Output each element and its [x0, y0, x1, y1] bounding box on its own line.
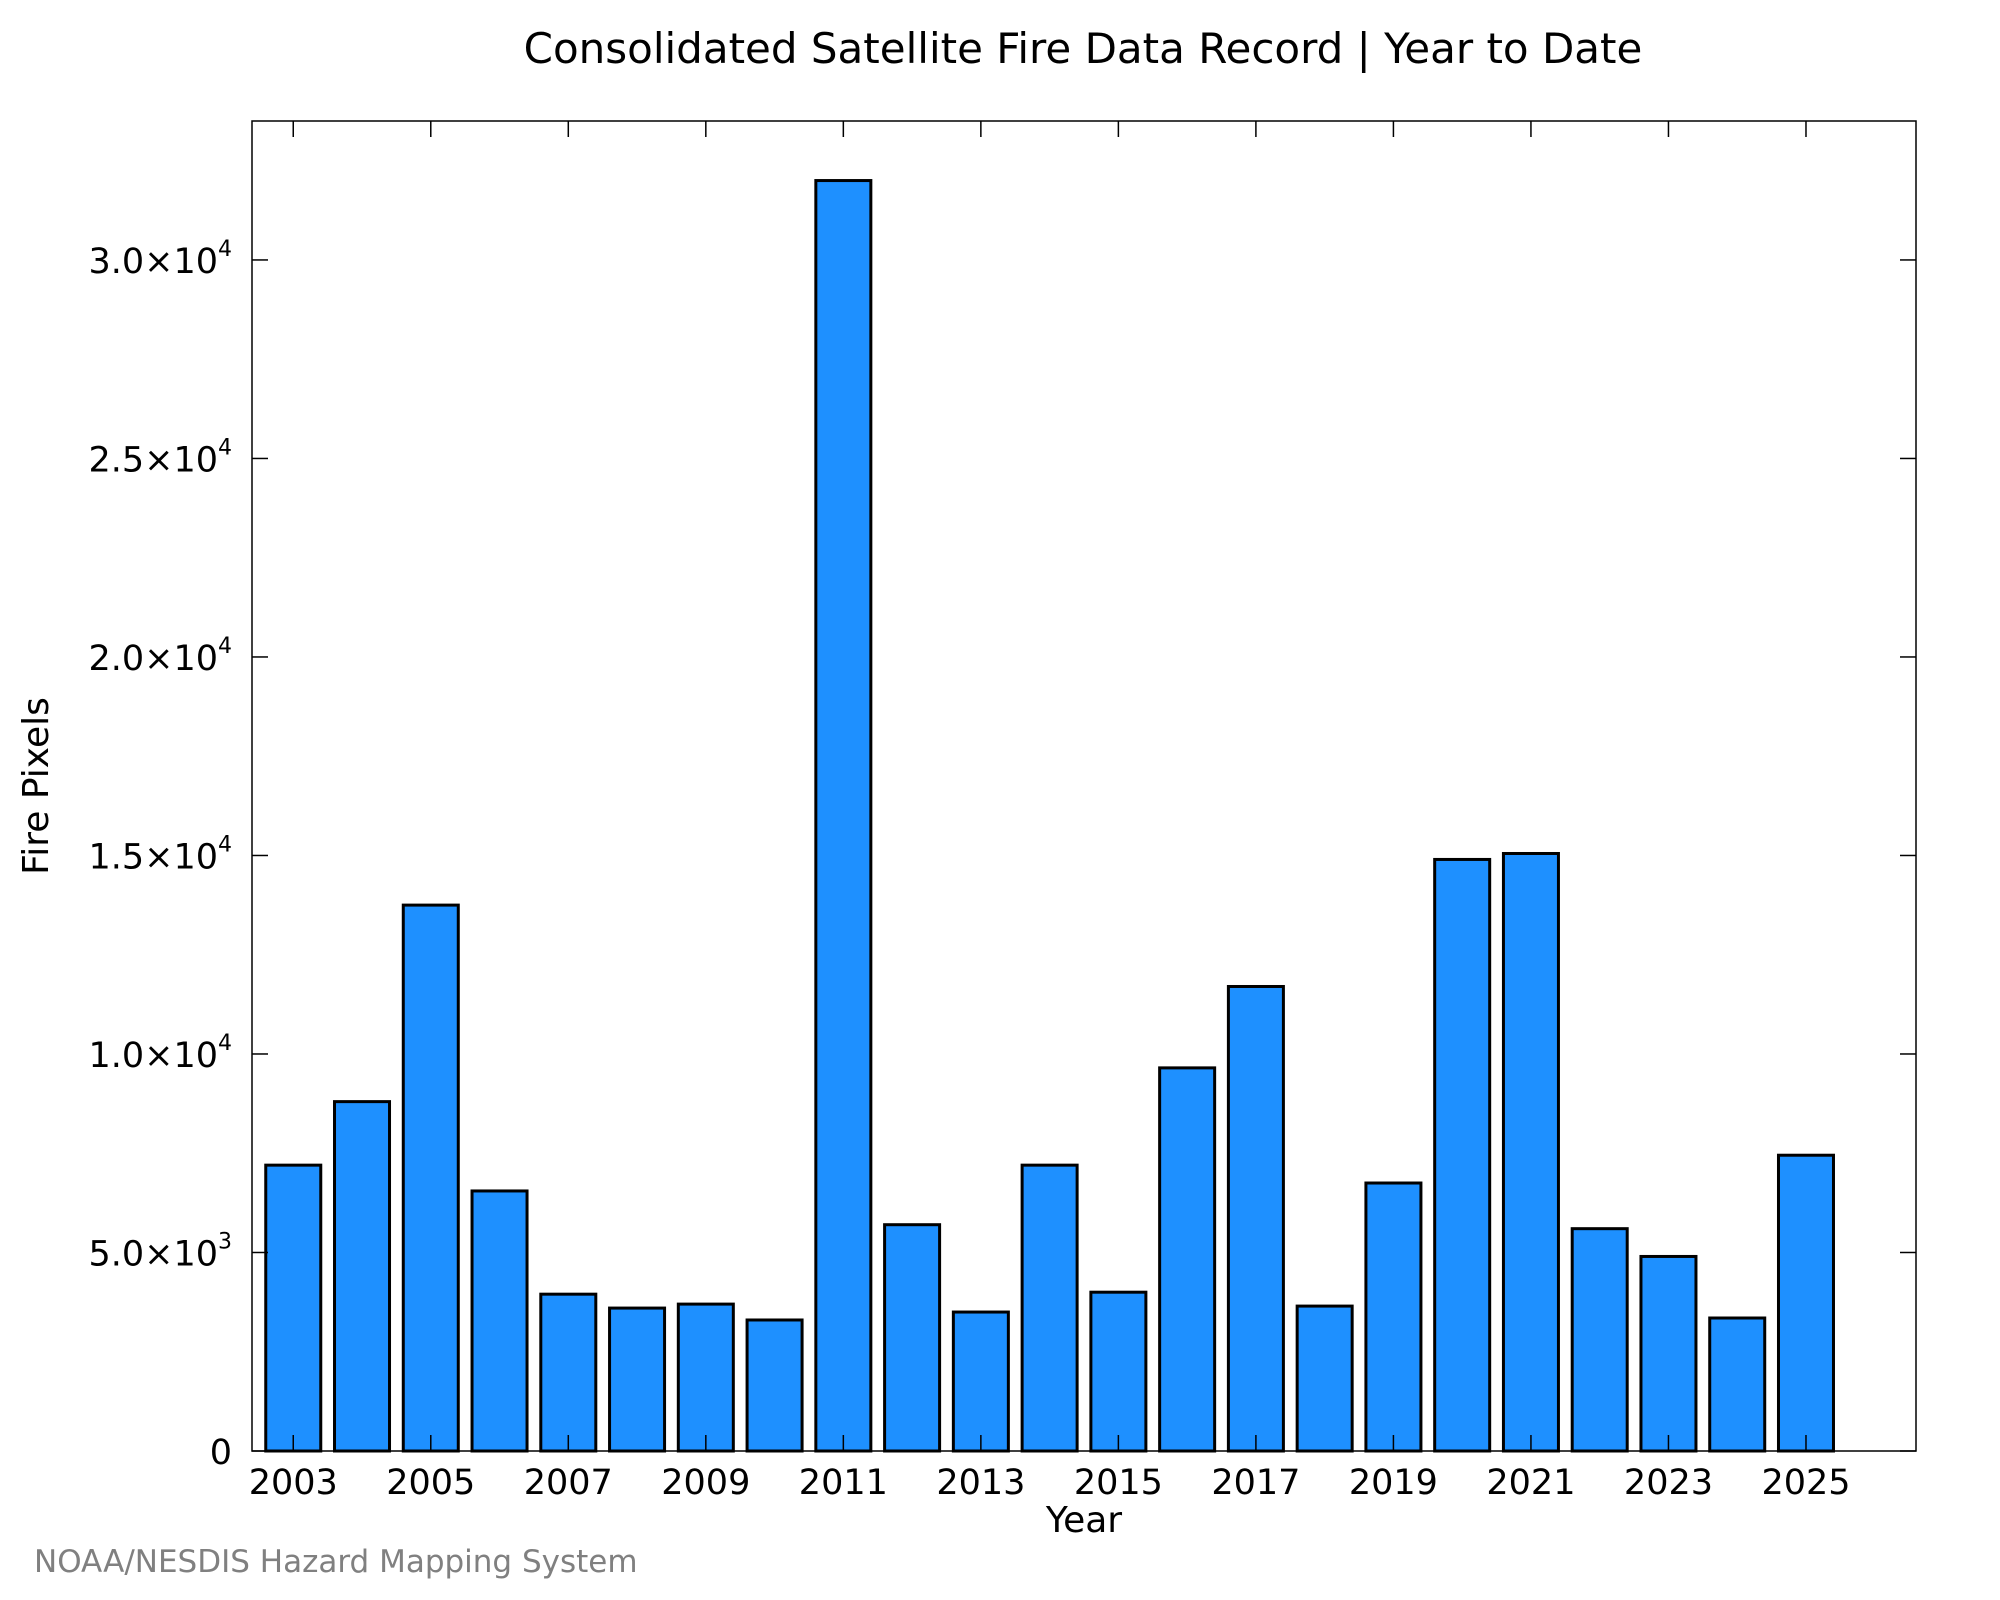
bar-2009 — [676, 1302, 735, 1453]
x-tick-label: 2025 — [1761, 1463, 1850, 1503]
plot-frame — [251, 120, 1917, 1452]
x-tick-label: 2009 — [661, 1463, 750, 1503]
bar-2020 — [1433, 857, 1492, 1453]
bar-2023 — [1639, 1254, 1698, 1453]
bars-layer — [264, 179, 1835, 1453]
x-tick-label: 2011 — [799, 1463, 888, 1503]
y-tick-label: 5.0×103 — [88, 1229, 232, 1274]
bar-2004 — [333, 1100, 392, 1453]
ticks-layer — [252, 121, 1916, 1452]
y-tick-label: 1.5×104 — [88, 832, 232, 877]
bar-2016 — [1158, 1066, 1217, 1453]
y-axis-label: Fire Pixels — [16, 697, 57, 875]
bar-2005 — [401, 903, 460, 1453]
x-tick-label: 2003 — [249, 1463, 338, 1503]
bar-2007 — [539, 1292, 598, 1453]
y-tick-label: 0 — [210, 1433, 232, 1473]
y-tick-label: 2.0×104 — [88, 634, 232, 679]
bar-2006 — [470, 1189, 529, 1453]
bar-2012 — [883, 1223, 942, 1453]
x-tick-label: 2015 — [1074, 1463, 1163, 1503]
bar-2010 — [745, 1318, 804, 1453]
bar-2013 — [951, 1310, 1010, 1453]
bar-2017 — [1226, 984, 1285, 1453]
bar-2003 — [264, 1163, 323, 1453]
bar-2014 — [1020, 1163, 1079, 1453]
bar-2025 — [1776, 1153, 1835, 1453]
y-tick-label: 1.0×104 — [88, 1031, 232, 1076]
x-tick-label: 2005 — [386, 1463, 475, 1503]
chart-title: Consolidated Satellite Fire Data Record … — [524, 24, 1643, 73]
x-tick-labels: 2003 2005 2007 2009 2011 2013 2015 2017 2019 2021… — [249, 1463, 1851, 1503]
x-axis-label: Year — [1045, 1500, 1122, 1541]
bar-2011 — [814, 179, 873, 1453]
y-tick-label: 2.5×104 — [88, 435, 232, 480]
x-tick-label: 2023 — [1624, 1463, 1713, 1503]
bar-2018 — [1295, 1304, 1354, 1453]
bar-2019 — [1364, 1181, 1423, 1453]
bar-2008 — [608, 1306, 667, 1453]
y-tick-label: 3.0×104 — [88, 237, 232, 282]
x-tick-label: 2013 — [936, 1463, 1025, 1503]
x-tick-label: 2019 — [1349, 1463, 1438, 1503]
y-tick-labels: 0 5.0×103 1.0×104 1.5×104 2.0×104 2.5×104 3.0×… — [88, 237, 232, 1473]
bar-2022 — [1570, 1227, 1629, 1453]
bar-2015 — [1089, 1290, 1148, 1453]
bar-2024 — [1708, 1316, 1767, 1453]
x-tick-label: 2007 — [524, 1463, 613, 1503]
bar-2021 — [1501, 851, 1560, 1453]
x-tick-label: 2021 — [1486, 1463, 1575, 1503]
source-credit: NOAA/NESDIS Hazard Mapping System — [34, 1544, 638, 1580]
x-tick-label: 2017 — [1211, 1463, 1300, 1503]
